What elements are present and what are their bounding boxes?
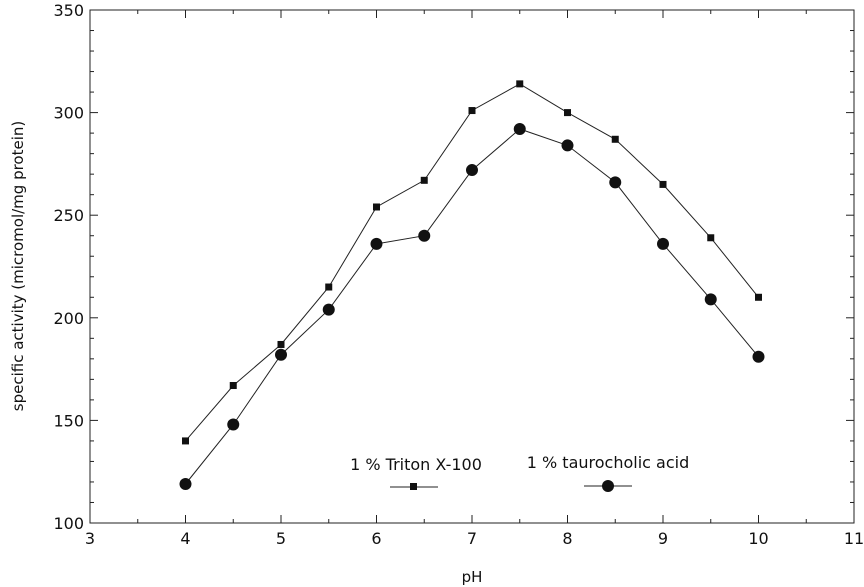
data-point-circle <box>657 237 669 250</box>
series-line-2 <box>185 128 759 485</box>
data-point-circle <box>609 176 622 189</box>
data-point-square <box>468 107 476 115</box>
legend-item-triton: 1 % Triton X-100 <box>350 455 482 490</box>
series-layer <box>179 80 765 491</box>
legend-label-taurocholic: 1 % taurocholic acid <box>527 453 690 472</box>
y-tick-label: 350 <box>53 1 84 20</box>
data-point-square <box>325 283 333 291</box>
x-tick-label: 7 <box>467 529 477 548</box>
y-tick-label: 100 <box>53 514 84 533</box>
data-point-square <box>277 340 285 348</box>
data-point-square <box>755 293 762 301</box>
x-tick-label: 9 <box>658 529 668 548</box>
data-point-square <box>420 176 428 184</box>
data-point-circle <box>179 478 192 491</box>
data-point-circle <box>275 348 287 361</box>
legend: 1 % Triton X-100 1 % taurocholic acid <box>350 453 689 492</box>
plot-frame <box>89 9 855 524</box>
data-point-square <box>373 203 380 211</box>
legend-marker-taurocholic <box>602 480 614 492</box>
x-tick-label: 3 <box>85 529 95 548</box>
data-point-circle <box>704 293 717 306</box>
legend-label-triton: 1 % Triton X-100 <box>350 455 482 474</box>
data-point-square <box>182 437 189 445</box>
x-tick-label: 6 <box>371 529 381 548</box>
x-axis-ticks: 3 4 5 6 7 8 9 10 11 <box>85 10 864 548</box>
data-point-circle <box>418 229 431 242</box>
series-line-1 <box>185 83 759 442</box>
x-axis-title: pH <box>462 568 483 586</box>
x-tick-label: 5 <box>276 529 286 548</box>
data-point-square <box>659 180 667 188</box>
y-tick-label: 200 <box>53 309 84 328</box>
x-tick-label: 4 <box>180 529 190 548</box>
y-tick-label: 250 <box>53 206 84 225</box>
data-point-circle <box>513 123 526 136</box>
y-tick-label: 150 <box>53 411 84 430</box>
x-tick-label: 10 <box>748 529 768 548</box>
data-point-circle <box>370 237 383 250</box>
data-point-square <box>516 80 524 88</box>
data-point-circle <box>561 139 574 152</box>
x-tick-label: 11 <box>844 529 864 548</box>
y-axis-ticks: 100 150 200 250 300 350 <box>53 1 854 533</box>
y-axis-title: specific activity (micromol/mg protein) <box>9 121 27 411</box>
y-tick-label: 300 <box>53 104 84 123</box>
data-point-square <box>564 109 571 117</box>
data-point-circle <box>227 418 240 431</box>
data-point-square <box>229 382 237 390</box>
legend-item-taurocholic: 1 % taurocholic acid <box>527 453 690 492</box>
data-point-circle <box>752 350 765 363</box>
data-point-circle <box>466 164 478 177</box>
legend-marker-triton <box>410 483 417 490</box>
data-point-circle <box>322 303 335 316</box>
x-tick-label: 8 <box>562 529 572 548</box>
data-point-square <box>611 135 619 143</box>
data-point-square <box>707 234 715 242</box>
